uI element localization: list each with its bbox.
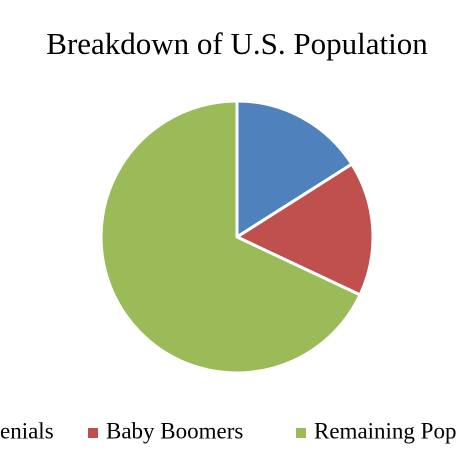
legend-swatch [296,428,306,438]
pie-slice [99,99,362,375]
legend-swatch [88,428,98,438]
pie-slice [235,99,354,239]
legend-label: enials [0,418,54,443]
chart-title: Breakdown of U.S. Population [46,26,428,61]
pie-slice [235,162,375,297]
legend-label: Baby Boomers [106,418,243,443]
legend-label: Remaining Pop [314,418,456,443]
